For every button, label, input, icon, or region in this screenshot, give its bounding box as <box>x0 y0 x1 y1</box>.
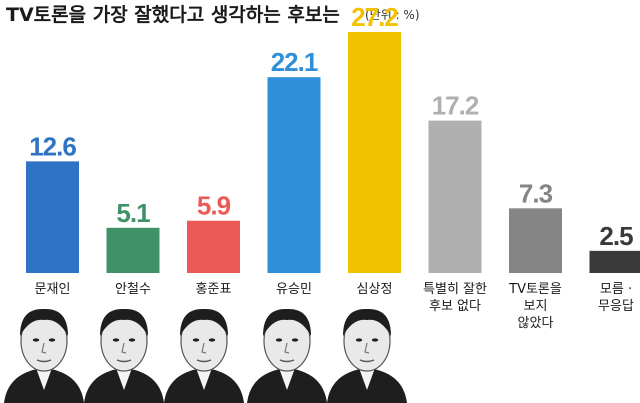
bars-group: 12.6 문재인 5.1 안철수 5.9 홍준표 22.1 유승민 27.2 심상정 17.2 특별히… <box>26 2 640 331</box>
value-label-7: 2.5 <box>599 221 633 251</box>
candidate-portrait-4 <box>327 308 407 403</box>
value-label-1: 5.1 <box>116 198 150 228</box>
category-label-5-0: 특별히 잘한 <box>423 282 487 297</box>
category-label-7-0: 모름 · <box>600 282 632 297</box>
category-label-7-1: 무응답 <box>598 299 634 314</box>
category-label-5-1: 후보 없다 <box>429 299 481 314</box>
bar-3 <box>267 77 321 273</box>
unit-label: (단위 : %) <box>365 8 420 22</box>
bar-1 <box>106 227 160 273</box>
value-label-4: 27.2 <box>351 2 398 32</box>
value-label-0: 12.6 <box>29 131 76 161</box>
category-label-3-0: 유승민 <box>276 282 312 297</box>
bar-0 <box>26 161 79 273</box>
candidate-portrait-0 <box>4 308 84 403</box>
bar-5 <box>428 120 482 274</box>
category-label-0-0: 문재인 <box>35 282 71 297</box>
category-label-6-2: 않았다 <box>518 316 554 331</box>
category-label-6-0: TV토론을 <box>508 282 562 297</box>
value-label-6: 7.3 <box>519 178 553 208</box>
candidate-portrait-1 <box>84 308 164 403</box>
candidate-portraits <box>4 308 407 403</box>
candidate-portrait-3 <box>247 308 327 403</box>
value-label-2: 5.9 <box>197 191 231 221</box>
value-label-3: 22.1 <box>271 47 318 77</box>
category-label-4-0: 심상정 <box>357 282 393 297</box>
bar-2 <box>187 220 240 273</box>
candidate-portrait-2 <box>164 308 244 403</box>
chart-title: TV토론을 가장 잘했다고 생각하는 후보는 <box>6 4 340 26</box>
bar-4 <box>348 32 401 273</box>
value-label-5: 17.2 <box>432 91 479 121</box>
bar-6 <box>509 208 562 273</box>
category-label-6-1: 보지 <box>524 299 548 314</box>
category-label-2-0: 홍준표 <box>196 282 232 297</box>
category-label-1-0: 안철수 <box>115 282 151 297</box>
bar-7 <box>589 250 640 273</box>
